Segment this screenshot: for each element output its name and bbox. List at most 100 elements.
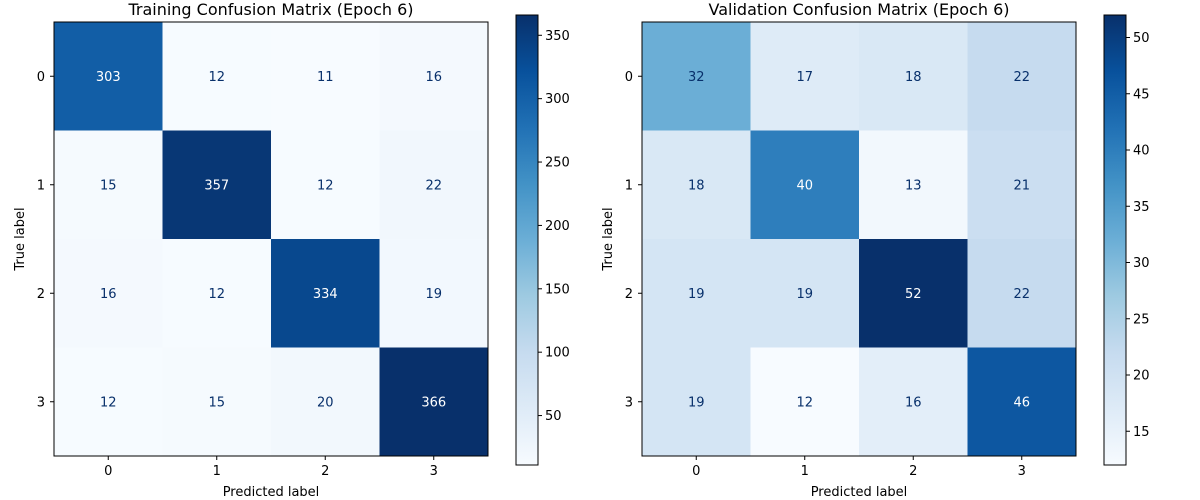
y-tick-label: 1 xyxy=(37,178,45,193)
heatmap-cell xyxy=(54,130,163,240)
heatmap-cell xyxy=(859,239,968,348)
cell-value-label: 357 xyxy=(204,178,229,193)
colorbar-tick-label: 250 xyxy=(545,156,570,171)
y-axis-label: True label xyxy=(13,207,28,271)
cell-value-label: 40 xyxy=(796,178,813,193)
cell-value-label: 15 xyxy=(208,395,225,410)
training-confusion-matrix: Training Confusion Matrix (Epoch 6)303 12… xyxy=(13,0,570,500)
validation-confusion-matrix: Validation Confusion Matrix (Epoch 6)32 1… xyxy=(601,0,1150,500)
cell-value-label: 334 xyxy=(313,287,338,302)
colorbar-tick-label: 100 xyxy=(545,346,570,361)
heatmap-cell xyxy=(750,239,860,348)
cell-value-label: 21 xyxy=(1013,178,1030,193)
cell-value-label: 366 xyxy=(421,395,446,410)
y-tick-label: 2 xyxy=(625,287,633,302)
cell-value-label: 22 xyxy=(1013,70,1030,85)
y-tick-label: 3 xyxy=(625,395,633,410)
cell-value-label: 20 xyxy=(317,395,334,410)
heatmap-cell xyxy=(859,22,968,131)
heatmap-cell xyxy=(967,239,1077,348)
colorbar-tick-label: 35 xyxy=(1133,200,1150,215)
heatmap-cell xyxy=(54,239,163,348)
x-tick-label: 0 xyxy=(104,464,112,479)
cell-value-label: 19 xyxy=(688,395,705,410)
x-tick-label: 0 xyxy=(692,464,700,479)
y-tick-label: 0 xyxy=(625,70,633,85)
chart-title: Validation Confusion Matrix (Epoch 6) xyxy=(709,0,1010,19)
heatmap-cell xyxy=(750,22,860,131)
colorbar-tick-label: 350 xyxy=(545,29,570,44)
heatmap-cell xyxy=(162,130,272,240)
heatmap-cell xyxy=(162,239,272,348)
colorbar-tick-label: 50 xyxy=(1133,31,1150,46)
cell-value-label: 303 xyxy=(96,70,121,85)
colorbar-tick-label: 50 xyxy=(545,409,562,424)
heatmap-cell xyxy=(642,22,751,131)
heatmap-cell xyxy=(967,130,1077,240)
cell-value-label: 22 xyxy=(425,178,442,193)
cell-value-label: 22 xyxy=(1013,287,1030,302)
cell-value-label: 12 xyxy=(208,287,225,302)
x-tick-label: 3 xyxy=(430,464,438,479)
heatmap-cell xyxy=(967,22,1077,131)
heatmap-cell xyxy=(162,347,272,457)
cell-value-label: 16 xyxy=(100,287,117,302)
heatmap-cell xyxy=(379,239,489,348)
heatmap-cell xyxy=(642,130,751,240)
cell-value-label: 17 xyxy=(796,70,813,85)
cell-value-label: 11 xyxy=(317,70,334,85)
cell-value-label: 18 xyxy=(905,70,922,85)
x-tick-label: 2 xyxy=(909,464,917,479)
heatmap-cell xyxy=(750,130,860,240)
x-tick-label: 2 xyxy=(321,464,329,479)
y-tick-label: 3 xyxy=(37,395,45,410)
heatmap-cell xyxy=(271,130,380,240)
heatmap-cell xyxy=(271,347,380,457)
colorbar-tick-label: 25 xyxy=(1133,312,1150,327)
colorbar-tick-label: 150 xyxy=(545,282,570,297)
cell-value-label: 18 xyxy=(688,178,705,193)
heatmap-cell xyxy=(750,347,860,457)
y-tick-label: 2 xyxy=(37,287,45,302)
colorbar-tick-label: 15 xyxy=(1133,425,1150,440)
cell-value-label: 19 xyxy=(688,287,705,302)
colorbar-tick-label: 30 xyxy=(1133,256,1150,271)
heatmap-cell xyxy=(271,22,380,131)
colorbar-tick-label: 200 xyxy=(545,219,570,234)
cell-value-label: 12 xyxy=(208,70,225,85)
plot-frame xyxy=(641,21,1077,457)
x-tick-label: 3 xyxy=(1018,464,1026,479)
heatmap-cell xyxy=(379,22,489,131)
colorbar-tick-label: 45 xyxy=(1133,87,1150,102)
heatmap-cell xyxy=(271,239,380,348)
heatmap-cell xyxy=(642,239,751,348)
cell-value-label: 13 xyxy=(905,178,922,193)
colorbar-tick-label: 20 xyxy=(1133,369,1150,384)
cell-value-label: 19 xyxy=(796,287,813,302)
heatmap-cell xyxy=(54,22,163,131)
cell-value-label: 12 xyxy=(100,395,117,410)
cell-value-label: 16 xyxy=(425,70,442,85)
cell-value-label: 12 xyxy=(317,178,334,193)
cell-value-label: 52 xyxy=(905,287,922,302)
colorbar-tick-label: 300 xyxy=(545,92,570,107)
colorbar xyxy=(515,14,539,466)
x-tick-label: 1 xyxy=(213,464,221,479)
y-tick-label: 0 xyxy=(37,70,45,85)
plot-frame xyxy=(53,21,489,457)
heatmap-cell xyxy=(379,347,489,457)
x-axis-label: Predicted label xyxy=(223,485,320,500)
y-tick-label: 1 xyxy=(625,178,633,193)
chart-title: Training Confusion Matrix (Epoch 6) xyxy=(127,0,413,19)
heatmap-cell xyxy=(54,347,163,457)
x-tick-label: 1 xyxy=(801,464,809,479)
cell-value-label: 19 xyxy=(425,287,442,302)
cell-value-label: 12 xyxy=(796,395,813,410)
cell-value-label: 16 xyxy=(905,395,922,410)
y-axis-label: True label xyxy=(601,207,616,271)
cell-value-label: 15 xyxy=(100,178,117,193)
heatmap-cell xyxy=(642,347,751,457)
cell-value-label: 32 xyxy=(688,70,705,85)
heatmap-cell xyxy=(967,347,1077,457)
